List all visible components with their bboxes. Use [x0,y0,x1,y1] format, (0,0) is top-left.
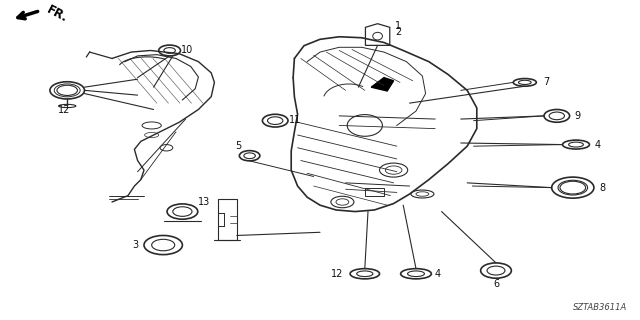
Text: 6: 6 [493,279,499,289]
Text: 13: 13 [198,197,211,207]
Text: 10: 10 [181,44,193,54]
Polygon shape [371,77,394,91]
Text: 3: 3 [132,240,139,250]
Text: 7: 7 [543,77,549,87]
Text: 5: 5 [235,141,241,151]
Text: 11: 11 [289,115,301,125]
Text: 9: 9 [575,111,581,121]
Text: 1: 1 [395,20,401,31]
Text: 4: 4 [435,269,441,279]
Text: FR.: FR. [45,3,70,25]
Text: 2: 2 [395,27,401,37]
Text: 4: 4 [595,140,601,149]
Text: SZTAB3611A: SZTAB3611A [573,303,627,312]
Text: 12: 12 [332,269,344,279]
Text: 12: 12 [58,105,70,115]
Text: 8: 8 [599,183,605,193]
